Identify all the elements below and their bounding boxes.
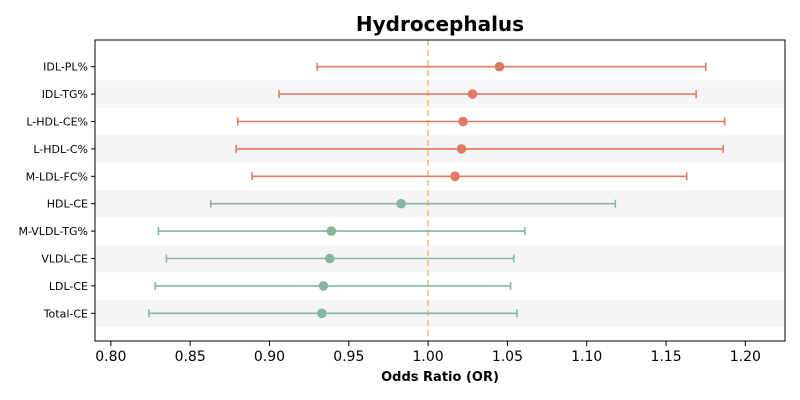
estimates — [148, 61, 726, 319]
x-tick-label: 0.80 — [95, 349, 126, 365]
x-tick-label: 1.15 — [650, 349, 681, 365]
plot-frame — [94, 39, 786, 342]
y-tick-label: IDL-PL% — [43, 61, 88, 74]
x-tick-label: 0.90 — [254, 349, 285, 365]
or-point — [494, 61, 505, 72]
estimate-row — [154, 281, 512, 291]
estimate-row — [235, 144, 724, 154]
or-point — [326, 226, 337, 236]
estimate-row — [278, 89, 697, 99]
estimate-row — [157, 226, 526, 236]
x-tick-label: 1.00 — [413, 349, 444, 365]
x-tick-label: 0.85 — [175, 349, 206, 365]
y-axis: IDL-PL% IDL-TG% L-HDL-CE% L-HDL-C% M-LDL-FC%… — [18, 61, 95, 320]
x-axis: 0.80 0.85 0.90 0.95 1.00 1.05 1.10 1.15 1.20 — [95, 341, 761, 365]
x-axis-label: Odds Ratio (OR) — [381, 370, 499, 385]
y-tick-label: M-VLDL-TG% — [18, 225, 88, 238]
y-tick-label: L-HDL-CE% — [26, 116, 88, 129]
estimate-row — [148, 308, 518, 319]
or-point — [456, 144, 467, 154]
x-tick-label: 1.10 — [571, 349, 602, 365]
y-tick-label: VLDL-CE — [41, 253, 88, 266]
x-tick-label: 0.95 — [333, 349, 364, 365]
y-tick-label: L-HDL-C% — [33, 143, 88, 156]
chart-title: Hydrocephalus — [356, 12, 524, 36]
or-point — [458, 116, 468, 127]
y-tick-label: HDL-CE — [47, 198, 88, 211]
y-tick-label: LDL-CE — [49, 280, 88, 293]
or-point — [450, 171, 460, 182]
estimate-row — [209, 198, 617, 209]
or-point — [396, 198, 406, 209]
or-point — [318, 281, 329, 291]
or-point — [467, 89, 478, 99]
estimate-row — [316, 61, 707, 72]
estimate-row — [165, 253, 515, 264]
or-point — [317, 308, 327, 319]
x-tick-label: 1.20 — [730, 349, 761, 365]
y-tick-label: IDL-TG% — [42, 88, 88, 101]
estimate-row — [236, 116, 726, 127]
x-tick-label: 1.05 — [492, 349, 523, 365]
y-tick-label: Total-CE — [43, 307, 88, 320]
y-tick-label: M-LDL-FC% — [26, 170, 88, 183]
or-point — [324, 253, 335, 264]
estimate-row — [251, 171, 688, 182]
